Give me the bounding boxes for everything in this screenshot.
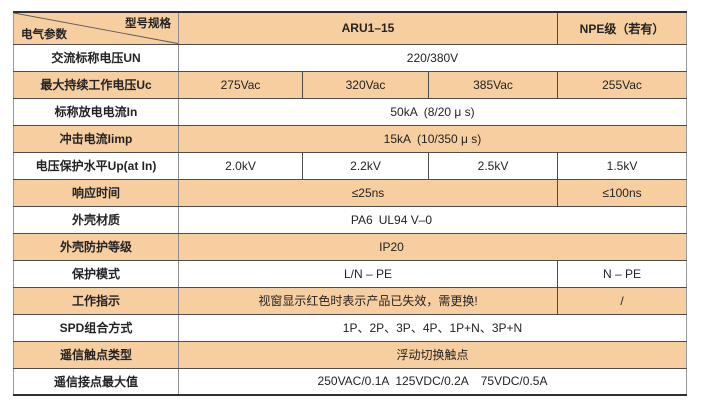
row-label-protection-mode: 保护模式 <box>13 259 179 288</box>
table-row-header: 型号规格 电气参数 ARU1–15 NPE级（若有） <box>13 11 687 45</box>
cell-uc-2: 320Vac <box>302 70 429 99</box>
cell-housing-material: PA6 UL94 V–0 <box>178 205 687 234</box>
table-row: 交流标称电压UN 220/380V <box>13 43 687 72</box>
ip-rating-value: IP20 <box>379 239 404 254</box>
cell-up-2: 2.2kV <box>302 151 429 180</box>
row-label-protection-level: 电压保护水平Up(at In) <box>13 151 179 180</box>
housing-material-value: PA6 UL94 V–0 <box>350 212 433 227</box>
cell-impulse-current: 15kA (10/350 μ s) <box>178 124 687 153</box>
diagonal-header-cell: 型号规格 电气参数 <box>13 11 179 45</box>
cell-status-indicator-npe: / <box>557 286 687 315</box>
cell-uc-3: 385Vac <box>428 70 558 99</box>
row-label-ip-rating: 外壳防护等级 <box>13 232 179 261</box>
table-row: 标称放电电流In 50kA (8/20 μ s) <box>13 97 687 126</box>
cell-up-npe: 1.5kV <box>557 151 687 180</box>
table-row: 外壳材质 PA6 UL94 V–0 <box>13 205 687 234</box>
spec-table: 型号规格 电气参数 ARU1–15 NPE级（若有） 交流标称电压UN 220/… <box>13 11 687 396</box>
table-row: 冲击电流Iimp 15kA (10/350 μ s) <box>13 124 687 153</box>
diagonal-line <box>14 13 178 43</box>
header-model-spec-label: 型号规格 <box>125 18 171 30</box>
cell-ip-rating: IP20 <box>178 232 687 261</box>
row-label-remote-contact-type: 遥信触点类型 <box>13 340 179 369</box>
cell-uc-1: 275Vac <box>178 70 303 99</box>
table-row: 保护模式 L/N – PE N – PE <box>13 259 687 288</box>
cell-protection-mode-npe: N – PE <box>557 259 687 288</box>
row-label-housing-material: 外壳材质 <box>13 205 179 234</box>
header-electrical-params-label: 电气参数 <box>21 28 67 41</box>
row-label-status-indicator: 工作指示 <box>13 286 179 315</box>
cell-up-1: 2.0kV <box>178 151 303 180</box>
row-label-max-continuous-voltage: 最大持续工作电压Uc <box>13 70 179 99</box>
table-row: 响应时间 ≤25ns ≤100ns <box>13 178 687 207</box>
table-row: 最大持续工作电压Uc 275Vac 320Vac 385Vac 255Vac <box>13 70 687 99</box>
row-label-spd-combination: SPD组合方式 <box>13 313 179 342</box>
cell-remote-contact-max: 250VAC/0.1A 125VDC/0.2A 75VDC/0.5A <box>178 367 687 396</box>
row-label-nominal-discharge-current: 标称放电电流In <box>13 97 179 126</box>
table-row: 遥信接点最大值 250VAC/0.1A 125VDC/0.2A 75VDC/0.… <box>13 367 687 396</box>
cell-nominal-voltage: 220/380V <box>178 43 687 72</box>
row-label-impulse-current: 冲击电流Iimp <box>13 124 179 153</box>
cell-remote-contact-type: 浮动切换触点 <box>178 340 687 369</box>
header-npe-column: NPE级（若有） <box>557 11 687 45</box>
cell-response-time-main: ≤25ns <box>178 178 558 207</box>
table-row: SPD组合方式 1P、2P、3P、4P、1P+N、3P+N <box>13 313 687 342</box>
table-row: 遥信触点类型 浮动切换触点 <box>13 340 687 369</box>
cell-protection-mode-main: L/N – PE <box>178 259 558 288</box>
table-row: 外壳防护等级 IP20 <box>13 232 687 261</box>
row-label-remote-contact-max: 遥信接点最大值 <box>13 367 179 396</box>
header-model-value: ARU1–15 <box>178 11 558 45</box>
cell-nominal-discharge-current: 50kA (8/20 μ s) <box>178 97 687 126</box>
row-label-nominal-voltage: 交流标称电压UN <box>13 43 179 72</box>
cell-uc-npe: 255Vac <box>557 70 687 99</box>
cell-spd-combination: 1P、2P、3P、4P、1P+N、3P+N <box>178 313 687 342</box>
cell-status-indicator-main: 视窗显示红色时表示产品已失效，需更换! <box>178 286 558 315</box>
table-row: 工作指示 视窗显示红色时表示产品已失效，需更换! / <box>13 286 687 315</box>
cell-up-3: 2.5kV <box>428 151 558 180</box>
row-label-response-time: 响应时间 <box>13 178 179 207</box>
cell-response-time-npe: ≤100ns <box>557 178 687 207</box>
table-row: 电压保护水平Up(at In) 2.0kV 2.2kV 2.5kV 1.5kV <box>13 151 687 180</box>
